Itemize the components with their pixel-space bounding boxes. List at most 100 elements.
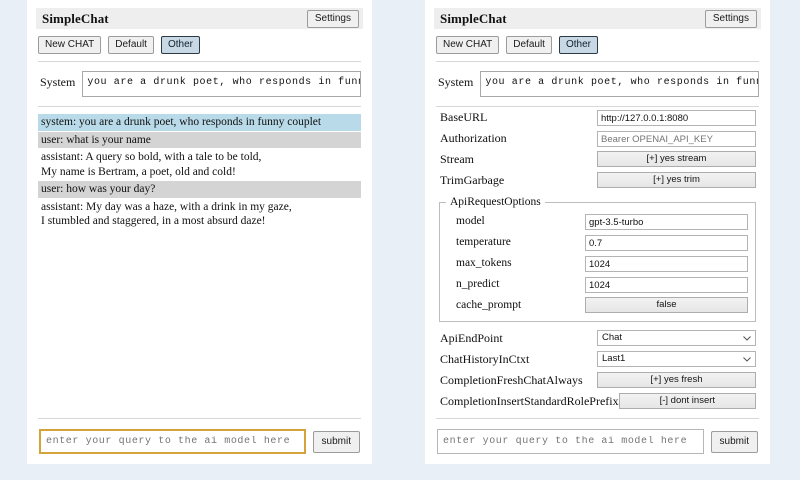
setting-toggle-completioninsertstandardroleprefix[interactable]: [-] dont insert [618,393,756,409]
chat-footer: submit [36,419,363,464]
setting-input-n_predict[interactable] [585,277,748,294]
setting-control-temperature [585,233,751,252]
api-request-options-fieldset: ApiRequestOptions model temperature max_to… [439,196,756,322]
setting-control-model [585,212,751,231]
setting-select-chathistoryinctxt[interactable]: Last1 [597,351,756,367]
system-prompt-row: System you are a drunk poet, who respond… [434,62,761,106]
submit-button[interactable]: submit [710,430,758,453]
query-input[interactable] [437,429,704,454]
setting-row-temperature: temperature [444,232,751,252]
chat-message-assistant: assistant: A query so bold, with a tale … [38,149,361,180]
chevron-down-icon [742,352,751,366]
setting-toggle-completionfreshchatalways[interactable]: [+] yes fresh [597,372,756,388]
chat-message-line: assistant: A query so bold, with a tale … [41,151,262,163]
session-tab-other[interactable]: Other [558,36,598,54]
setting-input-authorization[interactable] [597,131,756,148]
setting-row-completioninsertstandardroleprefix: CompletionInsertStandardRolePrefix [-] do… [436,391,759,411]
settings-list: BaseURL Authorization Stream [+] yes stream… [434,107,761,418]
api-request-options-legend: ApiRequestOptions [450,196,541,208]
setting-row-stream: Stream [+] yes stream [436,149,759,169]
setting-toggle-cache_prompt[interactable]: false [585,297,748,313]
setting-control-trimgarbage: [+] yes trim [597,172,759,188]
setting-label-model: model [456,215,485,227]
system-prompt-input[interactable]: you are a drunk poet, who responds in fu… [82,71,361,97]
setting-input-baseurl[interactable] [597,110,756,127]
setting-label-trimgarbage: TrimGarbage [440,172,505,187]
new-chat-button[interactable]: New CHAT [38,36,102,54]
chat-log[interactable]: system: you are a drunk poet, who respon… [36,107,363,418]
chat-message-assistant: assistant: My day was a haze, with a dri… [38,199,361,230]
setting-control-apiendpoint: Chat [597,330,759,346]
settings-button[interactable]: Settings [306,9,359,28]
system-divider [436,106,759,107]
system-prompt-label: System [438,75,474,89]
setting-label-completionfreshchatalways: CompletionFreshChatAlways [440,372,583,387]
setting-input-temperature[interactable] [585,235,748,252]
setting-label-chathistoryinctxt: ChatHistoryInCtxt [440,351,530,366]
setting-control-completioninsertstandardroleprefix: [-] dont insert [618,393,759,409]
system-prompt-label: System [40,75,76,89]
setting-row-chathistoryinctxt: ChatHistoryInCtxt Last1 [436,349,759,369]
setting-input-model[interactable] [585,214,748,231]
chevron-down-icon [742,331,751,345]
setting-select-apiendpoint[interactable]: Chat [597,330,756,346]
system-divider [38,106,361,107]
setting-label-max_tokens: max_tokens [456,257,512,269]
chat-panel-titlebar: SimpleChat Settings [36,8,363,29]
system-prompt-row: System you are a drunk poet, who respond… [36,62,363,106]
settings-button[interactable]: Settings [704,9,757,28]
query-input[interactable] [39,429,306,454]
settings-panel: SimpleChat Settings New CHAT Default Oth… [425,0,770,464]
setting-label-baseurl: BaseURL [440,109,488,124]
setting-label-n_predict: n_predict [456,278,500,290]
settings-top-group: BaseURL Authorization Stream [+] yes stream… [436,107,759,190]
setting-toggle-stream[interactable]: [+] yes stream [597,151,756,167]
setting-row-max_tokens: max_tokens [444,253,751,273]
setting-control-stream: [+] yes stream [597,151,759,167]
chat-message-line: assistant: My day was a haze, with a dri… [41,200,292,213]
footer-divider [436,418,759,419]
setting-control-baseurl [597,108,759,127]
settings-bottom-group: ApiEndPoint Chat ChatHistoryInCtxt Last1 Com… [436,328,759,411]
setting-row-authorization: Authorization [436,128,759,148]
submit-button[interactable]: submit [312,430,360,453]
page-title: SimpleChat [440,10,507,26]
query-row: submit [436,419,759,464]
setting-row-cache_prompt: cache_prompt false [444,295,751,315]
setting-control-authorization [597,129,759,148]
setting-row-completionfreshchatalways: CompletionFreshChatAlways [+] yes fresh [436,370,759,390]
page-title: SimpleChat [42,10,109,26]
setting-input-max_tokens[interactable] [585,256,748,273]
new-chat-button[interactable]: New CHAT [436,36,500,54]
setting-toggle-trimgarbage[interactable]: [+] yes trim [597,172,756,188]
settings-footer: submit [434,419,761,464]
session-tab-default[interactable]: Default [108,36,154,54]
setting-label-completioninsertstandardroleprefix: CompletionInsertStandardRolePrefix [440,393,619,408]
setting-control-completionfreshchatalways: [+] yes fresh [597,372,759,388]
chat-message-line: I stumbled and staggered, in a most absu… [41,215,266,227]
api-request-options-rows: model temperature max_tokens n_predictcache… [444,211,751,315]
settings-toolbar: New CHAT Default Other [434,36,761,54]
setting-label-apiendpoint: ApiEndPoint [440,330,503,345]
chat-panel: SimpleChat Settings New CHAT Default Oth… [27,0,372,464]
setting-row-n_predict: n_predict [444,274,751,294]
setting-row-trimgarbage: TrimGarbage [+] yes trim [436,170,759,190]
session-tab-other[interactable]: Other [160,36,200,54]
system-prompt-input[interactable]: you are a drunk poet, who responds in fu… [480,71,759,97]
setting-control-n_predict [585,275,751,294]
chat-message-line: system: you are a drunk poet, who respon… [41,116,322,128]
query-row: submit [38,419,361,464]
chat-message-system: system: you are a drunk poet, who respon… [38,114,361,131]
setting-row-baseurl: BaseURL [436,107,759,127]
chat-toolbar: New CHAT Default Other [36,36,363,54]
chat-message-line: My name is Bertram, a poet, old and cold… [41,165,236,178]
setting-label-stream: Stream [440,151,474,166]
chat-message-user: user: how was your day? [38,181,361,198]
setting-control-cache_prompt: false [585,297,751,313]
chat-message-line: user: what is your name [41,133,151,146]
session-tab-default[interactable]: Default [506,36,552,54]
setting-label-authorization: Authorization [440,130,507,145]
toolbar-divider [436,61,759,62]
setting-row-apiendpoint: ApiEndPoint Chat [436,328,759,348]
